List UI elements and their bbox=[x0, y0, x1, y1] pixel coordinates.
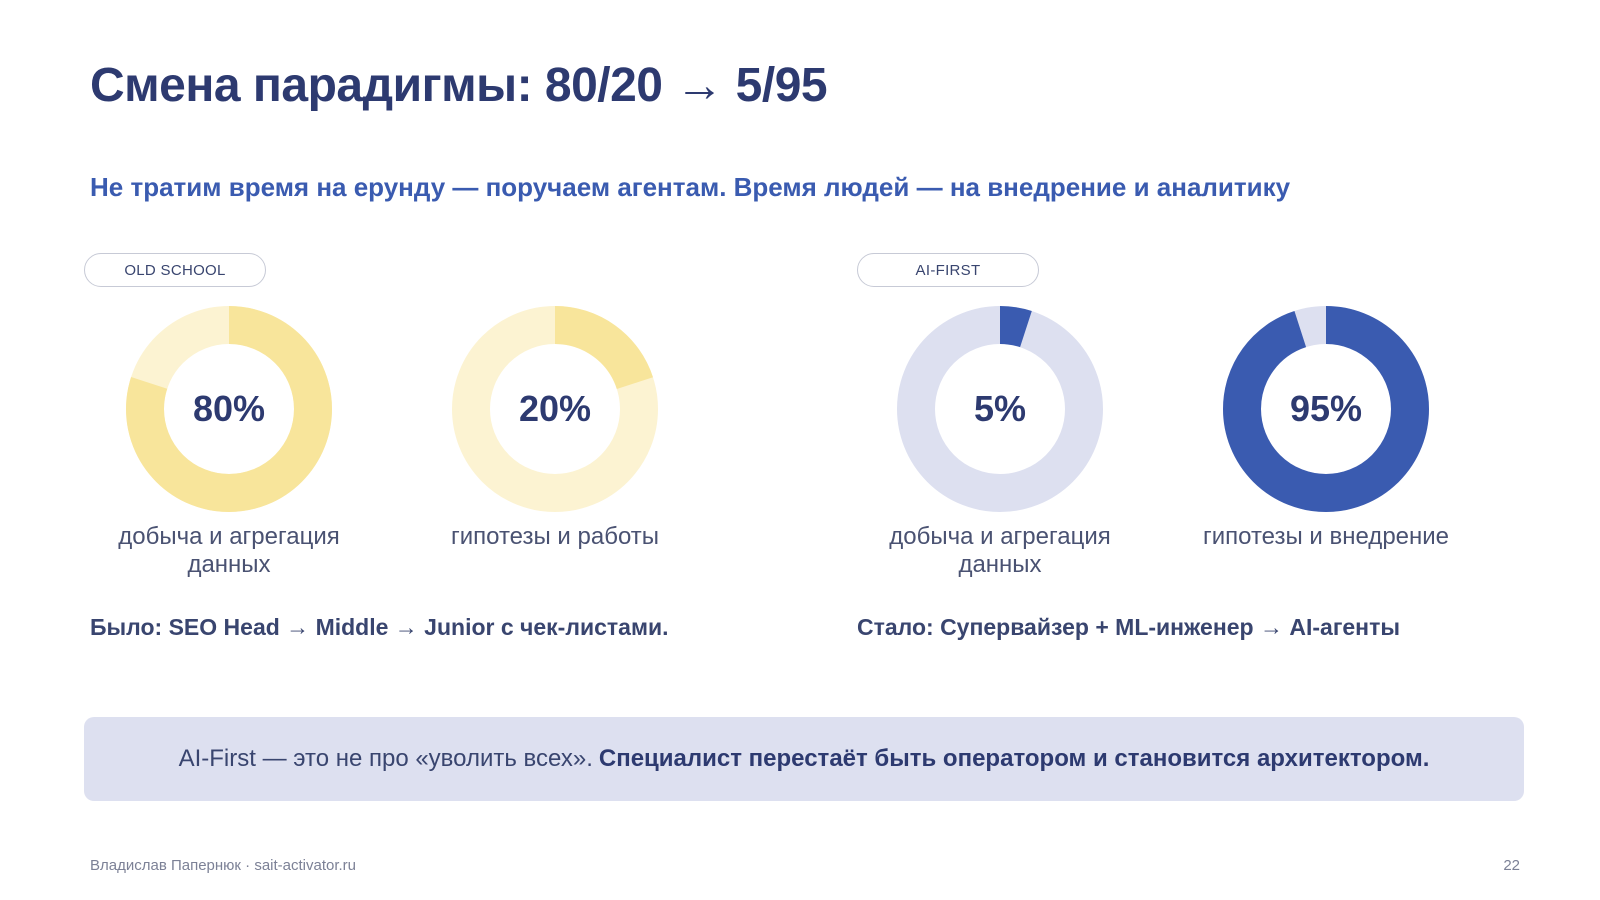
conclusion-banner: AI-First — это не про «уволить всех». Сп… bbox=[84, 717, 1524, 801]
donut-caption: гипотезы и работы bbox=[450, 523, 660, 550]
donut-chart-ai-hypotheses: 95% bbox=[1223, 306, 1429, 512]
ai-first-note: Стало: Супервайзер + ML-инженер → AI-аге… bbox=[857, 614, 1400, 640]
donut-value-arc bbox=[126, 306, 332, 512]
donut-caption: добыча и агрегация данных bbox=[889, 523, 1111, 578]
donut-value-label: 20% bbox=[518, 388, 592, 429]
banner-bold-text: Специалист перестаёт быть оператором и с… bbox=[598, 745, 1430, 772]
donut-svg bbox=[452, 306, 658, 512]
donut-value-arc bbox=[452, 306, 658, 512]
footer-author: Владислав Папернюк · sait-activator.ru bbox=[90, 857, 357, 874]
donut-chart-old-data: 80% bbox=[126, 306, 332, 512]
donut-chart-old-hypotheses: 20% bbox=[452, 306, 658, 512]
old-school-note: Было: SEO Head → Middle → Junior с чек-л… bbox=[90, 614, 669, 640]
donut-caption: гипотезы и внедрение bbox=[1202, 523, 1450, 550]
page-number: 22 bbox=[1503, 857, 1520, 874]
donut-value-arc bbox=[1223, 306, 1429, 512]
donut-svg bbox=[1223, 306, 1429, 512]
donut-chart-ai-data: 5% bbox=[897, 306, 1103, 512]
donut-value-arc bbox=[897, 306, 1103, 512]
donut-value-label: 5% bbox=[973, 388, 1027, 429]
banner-text: AI-First — это не про «уволить всех». bbox=[178, 745, 593, 772]
slide-title: Смена парадигмы: 80/20 → 5/95 bbox=[90, 59, 828, 112]
donut-svg bbox=[126, 306, 332, 512]
old-school-tag: OLD SCHOOL bbox=[84, 253, 266, 287]
ai-first-tag: AI-FIRST bbox=[857, 253, 1039, 287]
donut-svg bbox=[897, 306, 1103, 512]
donut-value-label: 95% bbox=[1289, 388, 1363, 429]
slide-subtitle: Не тратим время на ерунду — поручаем аге… bbox=[90, 172, 1291, 202]
donut-value-label: 80% bbox=[192, 388, 266, 429]
donut-caption: добыча и агрегация данных bbox=[118, 523, 340, 578]
